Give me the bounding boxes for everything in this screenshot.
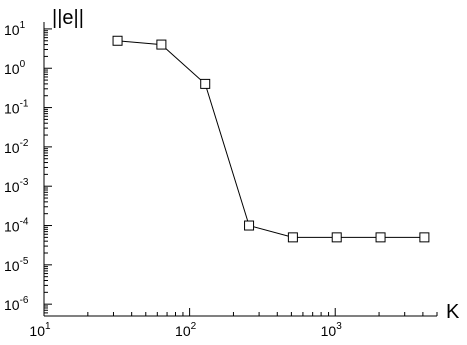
ticks: 101 102 103 101 100 10-1 10-2 10-3 10-4 10-5 10-6 bbox=[4, 20, 438, 339]
x-tick-label: 103 bbox=[321, 321, 343, 339]
y-axis-title: ||e|| bbox=[52, 7, 84, 29]
x-axis-title: K bbox=[446, 301, 460, 323]
data-point-marker bbox=[287, 232, 298, 243]
y-tick-label: 10-6 bbox=[4, 295, 29, 313]
x-tick-label: 102 bbox=[175, 321, 197, 339]
x-tick-label: 101 bbox=[29, 321, 51, 339]
y-tick-label: 101 bbox=[4, 20, 26, 38]
y-tick-label: 10-1 bbox=[4, 99, 29, 117]
data-point-marker bbox=[331, 232, 342, 243]
y-tick-label: 100 bbox=[4, 59, 26, 77]
series bbox=[112, 35, 430, 243]
axes bbox=[43, 22, 437, 317]
data-point-marker bbox=[112, 35, 123, 46]
y-tick-label: 10-3 bbox=[4, 177, 29, 195]
series-line bbox=[117, 40, 425, 238]
data-point-marker bbox=[375, 232, 386, 243]
data-point-marker bbox=[419, 232, 430, 243]
y-tick-label: 10-5 bbox=[4, 256, 29, 274]
data-point-marker bbox=[200, 78, 211, 89]
data-point-marker bbox=[156, 39, 167, 50]
data-point-marker bbox=[244, 220, 255, 231]
y-tick-label: 10-2 bbox=[4, 138, 29, 156]
y-tick-label: 10-4 bbox=[4, 217, 29, 235]
